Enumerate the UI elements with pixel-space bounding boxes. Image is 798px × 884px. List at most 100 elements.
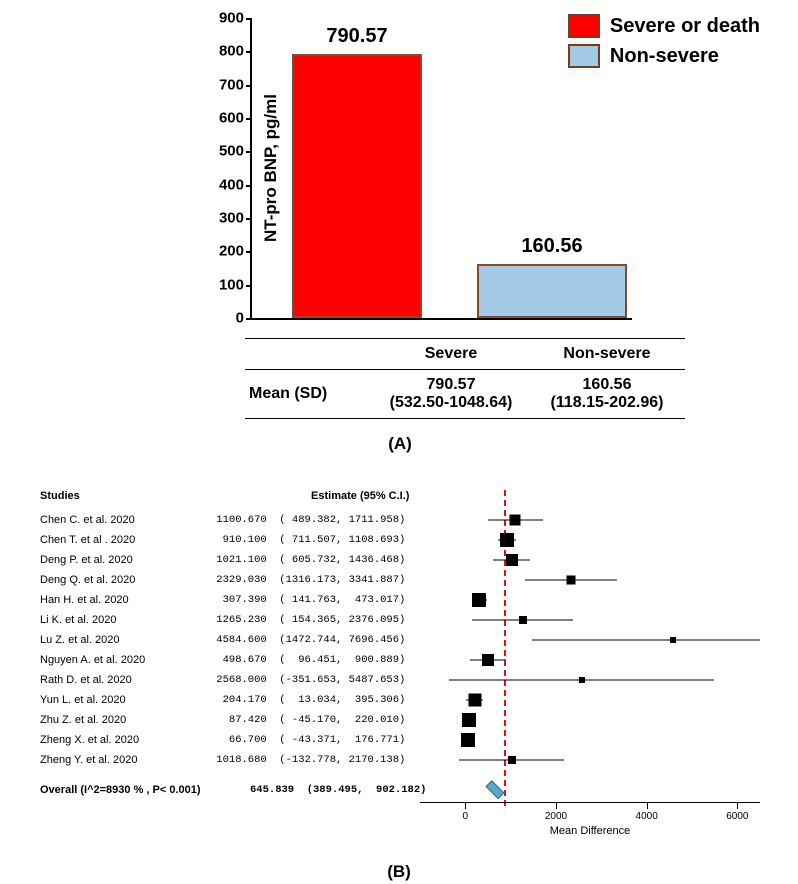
forest-estimate-text: 2329.030 (1316.173, 3341.887) (210, 574, 420, 586)
forest-plotcell (420, 730, 760, 750)
forest-xtick-label: 6000 (726, 811, 748, 822)
forest-row: Deng P. et al. 2020 1021.100 ( 605.732, … (40, 550, 760, 570)
forest-plotcell (420, 550, 760, 570)
forest-study-name: Lu Z. et al. 2020 (40, 634, 210, 646)
ytick-label: 400 (174, 176, 244, 193)
ytick-label: 900 (174, 10, 244, 27)
forest-point-square (670, 637, 676, 643)
forest-overall-label: Overall (I^2=8930 % , P< 0.001) (40, 784, 250, 796)
forest-estimate-text: 87.420 ( -45.170, 220.010) (210, 714, 420, 726)
table-severe-cell: 790.57 (532.50-1048.64) (373, 370, 529, 418)
forest-study-name: Nguyen A. et al. 2020 (40, 654, 210, 666)
forest-overall-diamond (485, 780, 505, 800)
ytick-label: 500 (174, 143, 244, 160)
forest-rows: Chen C. et al. 2020 1100.670 ( 489.382, … (40, 510, 760, 770)
panel-b-caption: (B) (387, 862, 411, 882)
panel-a-legend: Severe or death Non-severe (568, 14, 760, 74)
forest-row: Zheng Y. et al. 2020 1018.680 (-132.778,… (40, 750, 760, 770)
forest-estimate-text: 1265.230 ( 154.365, 2376.095) (210, 614, 420, 626)
forest-point-square (500, 533, 514, 547)
forest-study-name: Zhu Z. et al. 2020 (40, 714, 210, 726)
panel-b-forest-plot: Studies Estimate (95% C.I.) Chen C. et a… (40, 490, 760, 870)
ytick-label: 0 (174, 310, 244, 327)
forest-row: Lu Z. et al. 2020 4584.600 (1472.744, 76… (40, 630, 760, 650)
forest-plotcell (420, 690, 760, 710)
forest-plotcell (420, 710, 760, 730)
forest-row: Chen C. et al. 2020 1100.670 ( 489.382, … (40, 510, 760, 530)
forest-point-square (566, 576, 575, 585)
forest-row: Deng Q. et al. 2020 2329.030 (1316.173, … (40, 570, 760, 590)
forest-estimate-text: 1018.680 (-132.778, 2170.138) (210, 754, 420, 766)
ytick (246, 18, 252, 20)
figure-container: 0100200300400500600700800900 790.57160.5… (0, 0, 798, 884)
forest-xtick-label: 0 (463, 811, 469, 822)
bar-non-severe (477, 264, 627, 318)
forest-row: Nguyen A. et al. 2020 498.670 ( 96.451, … (40, 650, 760, 670)
ytick (246, 218, 252, 220)
panel-a-summary-table: Severe Non-severe Mean (SD) 790.57 (532.… (245, 338, 685, 419)
forest-row: Zhu Z. et al. 2020 87.420 ( -45.170, 220… (40, 710, 760, 730)
ytick (246, 118, 252, 120)
forest-xtick-label: 4000 (636, 811, 658, 822)
forest-estimate-text: 2568.000 (-351.653, 5487.653) (210, 674, 420, 686)
forest-estimate-text: 4584.600 (1472.744, 7696.456) (210, 634, 420, 646)
forest-plotcell (420, 510, 760, 530)
ytick (246, 318, 252, 320)
legend-swatch-nonsevere (568, 44, 600, 68)
forest-study-name: Zheng Y. et al. 2020 (40, 754, 210, 766)
forest-point-square (579, 677, 585, 683)
forest-study-name: Zheng X. et al. 2020 (40, 734, 210, 746)
forest-estimate-text: 204.170 ( 13.034, 395.306) (210, 694, 420, 706)
forest-study-name: Han H. et al. 2020 (40, 594, 210, 606)
forest-study-name: Chen T. et al . 2020 (40, 534, 210, 546)
bar-value-label: 160.56 (482, 235, 622, 258)
forest-plotcell (420, 670, 760, 690)
panel-a-caption: (A) (388, 434, 412, 454)
forest-row: Yun L. et al. 2020 204.170 ( 13.034, 395… (40, 690, 760, 710)
legend-label-nonsevere: Non-severe (610, 45, 719, 68)
forest-point-square (506, 554, 518, 566)
bar-value-label: 790.57 (287, 25, 427, 48)
forest-row: Li K. et al. 2020 1265.230 ( 154.365, 23… (40, 610, 760, 630)
forest-point-square (472, 593, 486, 607)
forest-row: Zheng X. et al. 2020 66.700 ( -43.371, 1… (40, 730, 760, 750)
forest-plotcell (420, 570, 760, 590)
forest-row: Rath D. et al. 2020 2568.000 (-351.653, … (40, 670, 760, 690)
ytick-label: 700 (174, 76, 244, 93)
forest-axis-title: Mean Difference (550, 825, 631, 837)
table-nonsevere-cell: 160.56 (118.15-202.96) (529, 370, 685, 418)
ytick (246, 285, 252, 287)
ytick (246, 151, 252, 153)
forest-xtick (556, 803, 557, 809)
forest-study-name: Deng Q. et al. 2020 (40, 574, 210, 586)
forest-estimate-text: 1021.100 ( 605.732, 1436.468) (210, 554, 420, 566)
forest-header-estimate: Estimate (95% C.I.) (205, 490, 429, 502)
table-col-severe: Severe (373, 339, 529, 369)
forest-point-square (461, 733, 475, 747)
table-row-label: Mean (SD) (245, 379, 373, 409)
ytick-label: 600 (174, 110, 244, 127)
forest-estimate-text: 910.100 ( 711.507, 1108.693) (210, 534, 420, 546)
forest-header: Studies Estimate (95% C.I.) (40, 490, 760, 502)
forest-plotcell (420, 530, 760, 550)
forest-xtick (647, 803, 648, 809)
panel-a-chart-area: 0100200300400500600700800900 790.57160.5… (210, 8, 690, 328)
forest-plotcell (420, 650, 760, 670)
forest-plot-area-header (429, 490, 760, 502)
forest-row: Chen T. et al . 2020 910.100 ( 711.507, … (40, 530, 760, 550)
forest-study-name: Rath D. et al. 2020 (40, 674, 210, 686)
legend-item-nonsevere: Non-severe (568, 44, 760, 68)
ytick (246, 185, 252, 187)
forest-ci-line (532, 640, 760, 641)
forest-overall-row: Overall (I^2=8930 % , P< 0.001) 645.839 … (40, 778, 760, 802)
ytick-label: 300 (174, 210, 244, 227)
legend-item-severe: Severe or death (568, 14, 760, 38)
forest-row: Han H. et al. 2020 307.390 ( 141.763, 47… (40, 590, 760, 610)
forest-point-square (519, 616, 527, 624)
forest-point-square (510, 515, 521, 526)
forest-plotcell (420, 630, 760, 650)
forest-point-square (462, 713, 476, 727)
forest-study-name: Chen C. et al. 2020 (40, 514, 210, 526)
legend-swatch-severe (568, 14, 600, 38)
forest-xtick (737, 803, 738, 809)
